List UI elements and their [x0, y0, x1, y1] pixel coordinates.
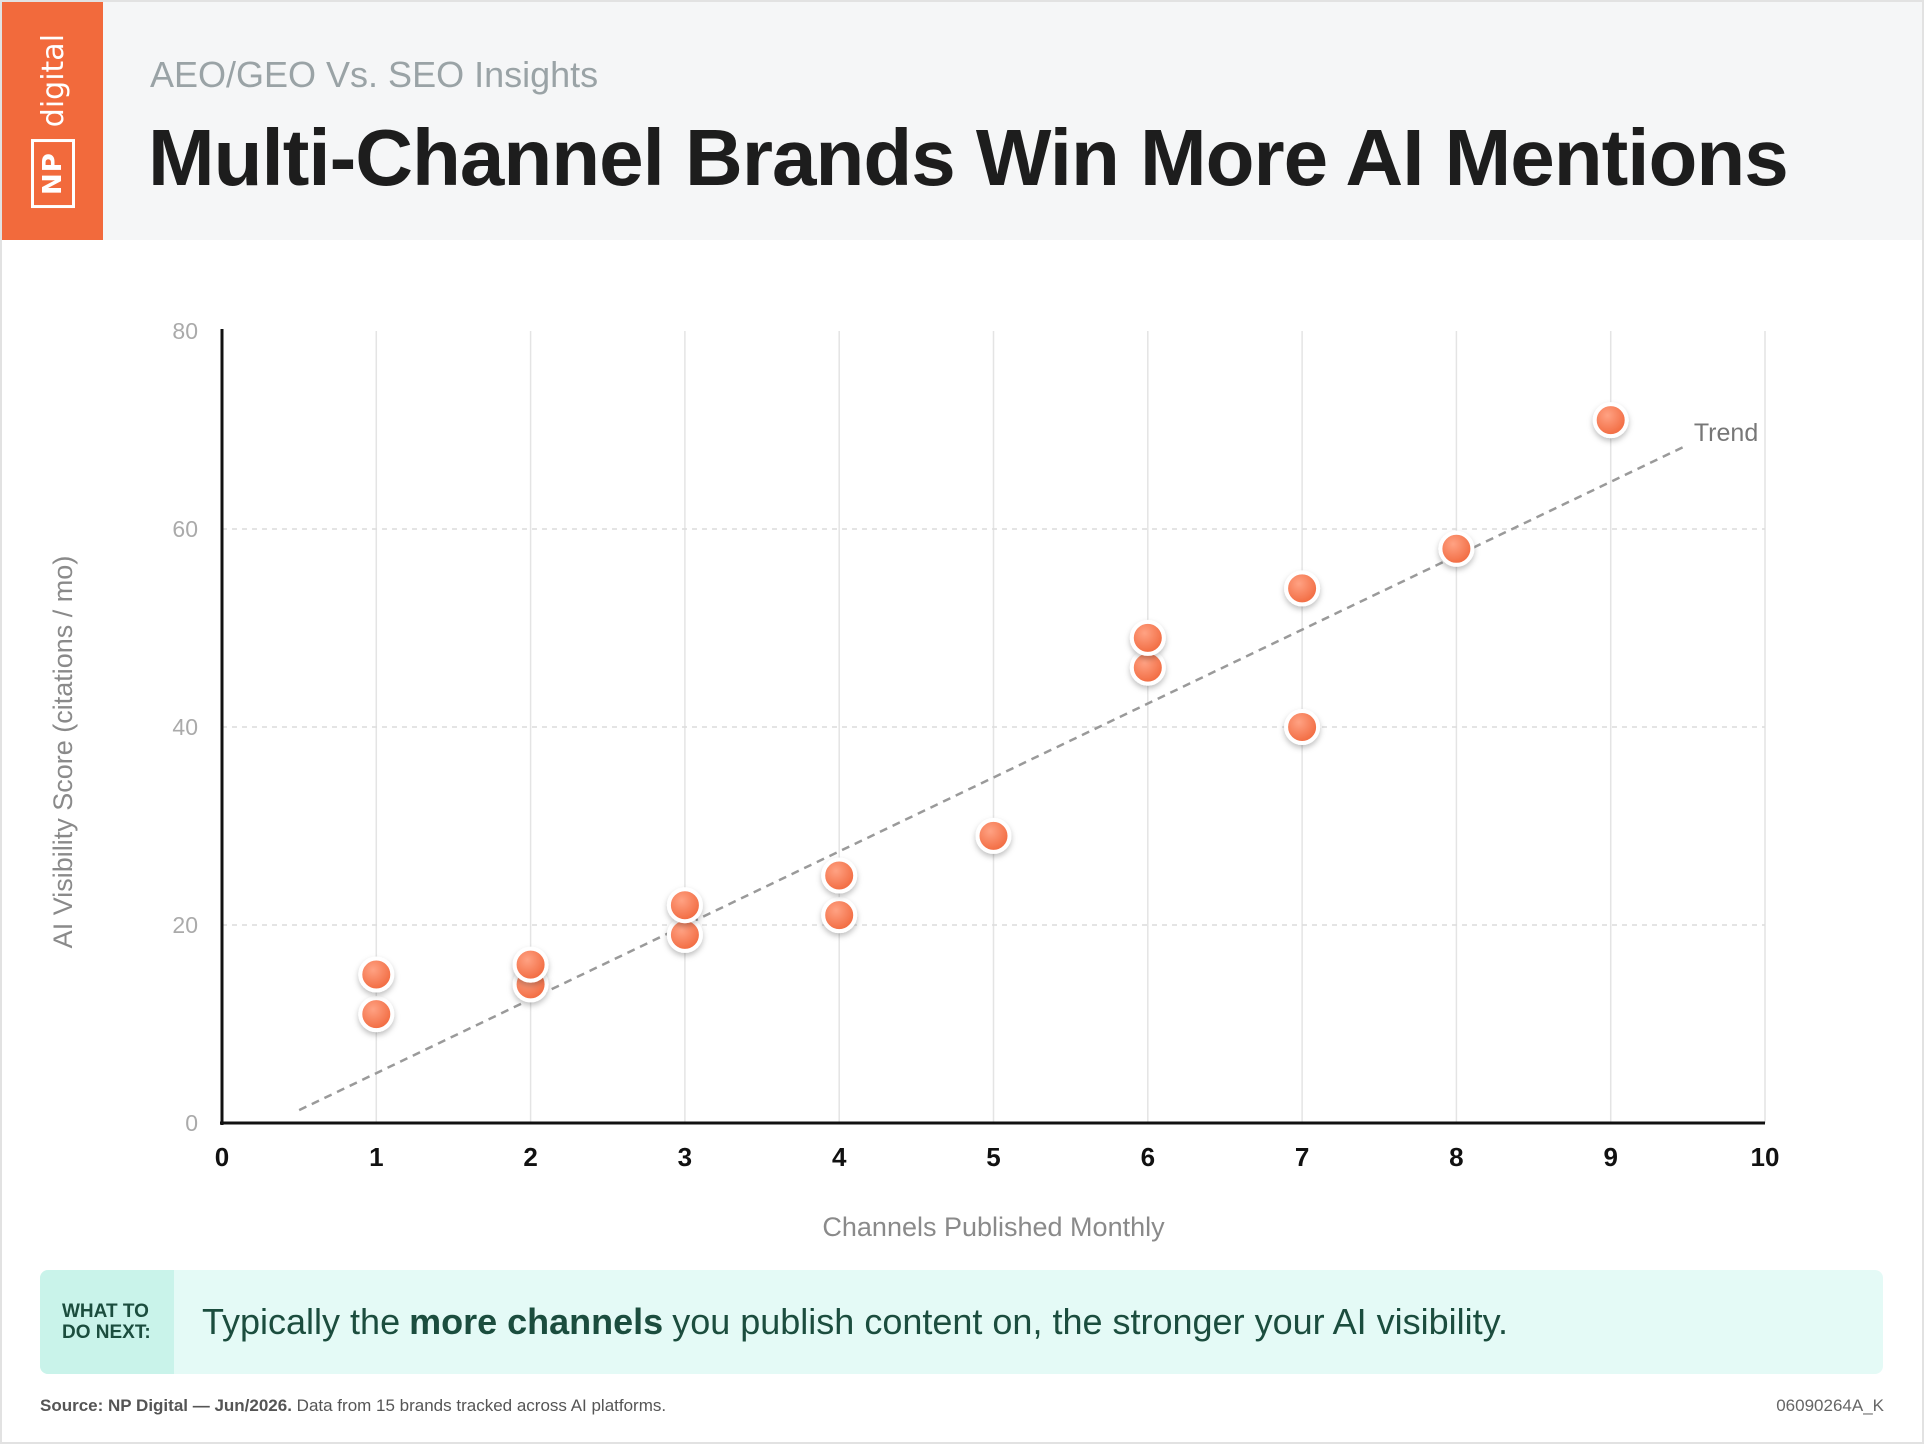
y-tick-label: 80 [172, 318, 198, 344]
source-text: Data from 15 brands tracked across AI pl… [296, 1396, 667, 1415]
data-point [1129, 619, 1166, 656]
header [2, 2, 1922, 240]
y-tick-label: 0 [185, 1110, 198, 1136]
y-tick-label: 60 [172, 516, 198, 542]
callout-text: Typically the more channels you publish … [202, 1270, 1508, 1374]
scatter-chart: 0 1 2 3 4 5 6 7 8 9 10 0 20 40 60 80 Channels Published … [48, 318, 1780, 1242]
data-point [666, 887, 703, 924]
figure-code: 06090264A_K [1776, 1396, 1884, 1415]
callout-text-after: you publish content on, the stronger you… [672, 1301, 1508, 1342]
x-tick-label: 1 [369, 1142, 383, 1172]
data-point [358, 956, 395, 993]
source-bold: Source: NP Digital — Jun/2026. [40, 1396, 292, 1415]
page-title: Multi-Channel Brands Win More AI Mention… [148, 113, 1789, 202]
x-tick-label: 5 [986, 1142, 1000, 1172]
data-point [1284, 709, 1321, 745]
x-tick-label: 3 [678, 1142, 692, 1172]
data-point [821, 897, 858, 934]
source-note: Source: NP Digital — Jun/2026. Data from… [40, 1396, 666, 1416]
data-point [1438, 530, 1475, 567]
callout-text-before: Typically the [202, 1301, 401, 1342]
y-tick-label: 40 [172, 714, 198, 740]
callout-label-line1: WHAT TO [62, 1301, 149, 1322]
callout-text-bold: more channels [409, 1301, 664, 1342]
x-axis-title: Channels Published Monthly [822, 1212, 1165, 1242]
y-axis-title: AI Visibility Score (citations / mo) [48, 556, 78, 949]
x-tick-label: 2 [523, 1142, 537, 1172]
callout-box: WHAT TO DO NEXT: Typically the more chan… [40, 1270, 1883, 1374]
x-tick-label: 8 [1449, 1142, 1463, 1172]
x-tick-label: 0 [215, 1142, 229, 1172]
x-tick-label: 10 [1751, 1142, 1780, 1172]
data-point [358, 996, 395, 1033]
logo-np: NP [30, 139, 75, 209]
y-tick-label: 20 [172, 912, 198, 938]
x-tick-label: 9 [1603, 1142, 1617, 1172]
data-point [1592, 402, 1629, 439]
np-digital-logo: NP digital [2, 2, 103, 240]
data-point [1129, 649, 1166, 686]
x-tick-label: 4 [832, 1142, 847, 1172]
data-point [975, 817, 1012, 854]
x-tick-label: 6 [1141, 1142, 1155, 1172]
data-point [821, 857, 858, 894]
callout-label: WHAT TO DO NEXT: [40, 1270, 174, 1374]
callout-label-line2: DO NEXT: [62, 1322, 151, 1343]
data-point [666, 916, 703, 953]
trend-label: Trend [1694, 419, 1758, 447]
subtitle: AEO/GEO Vs. SEO Insights [150, 54, 599, 95]
logo-digital: digital [35, 33, 70, 128]
logo-text: NP digital [30, 33, 75, 209]
data-point [1284, 570, 1321, 607]
data-point [512, 946, 549, 983]
x-tick-label: 7 [1295, 1142, 1309, 1172]
